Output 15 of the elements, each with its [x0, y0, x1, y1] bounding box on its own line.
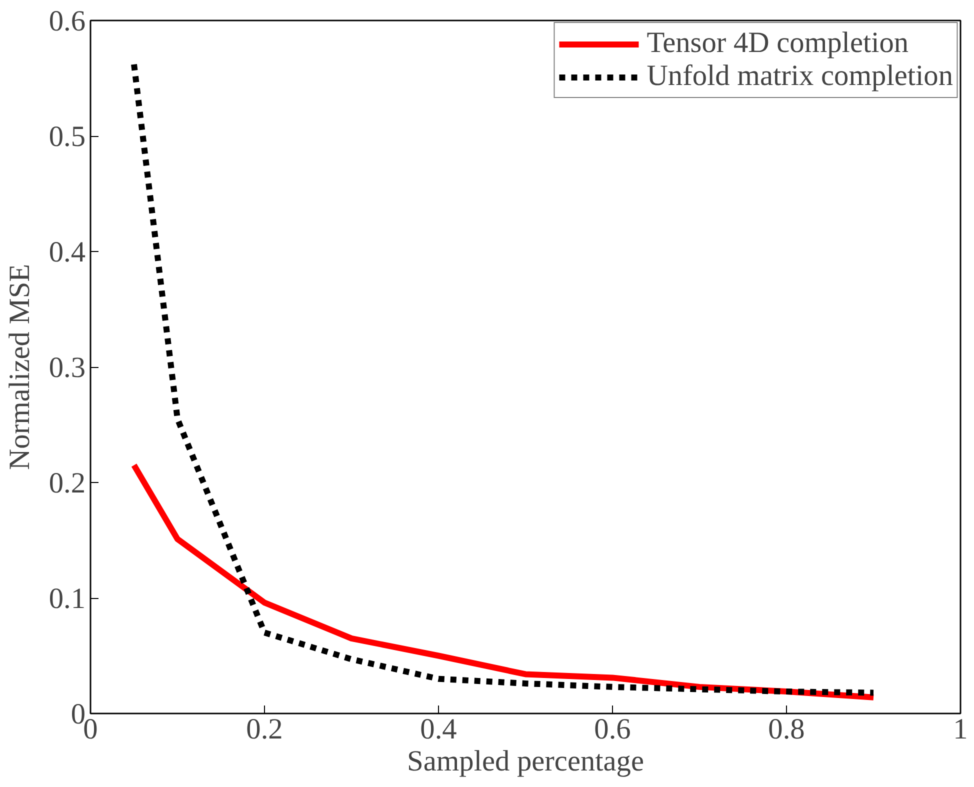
- y-tick-label: 0.5: [48, 121, 86, 153]
- y-tick-label: 0.6: [48, 6, 86, 38]
- x-tick-label: 1: [953, 714, 968, 746]
- x-tick-label: 0.6: [594, 714, 631, 746]
- legend-label: Tensor 4D completion: [646, 27, 909, 60]
- x-tick-label: 0.4: [420, 714, 458, 746]
- x-tick-label: 0.8: [768, 714, 805, 746]
- y-axis-title: Normalized MSE: [4, 264, 36, 470]
- legend-label: Unfold matrix completion: [646, 60, 953, 93]
- x-axis-title: Sampled percentage: [407, 746, 644, 778]
- y-tick-label: 0.3: [48, 352, 86, 384]
- y-tick-label: 0.1: [48, 583, 86, 615]
- y-tick-label: 0.4: [48, 236, 86, 268]
- y-tick-label: 0.2: [48, 468, 86, 500]
- x-tick-label: 0.2: [246, 714, 283, 746]
